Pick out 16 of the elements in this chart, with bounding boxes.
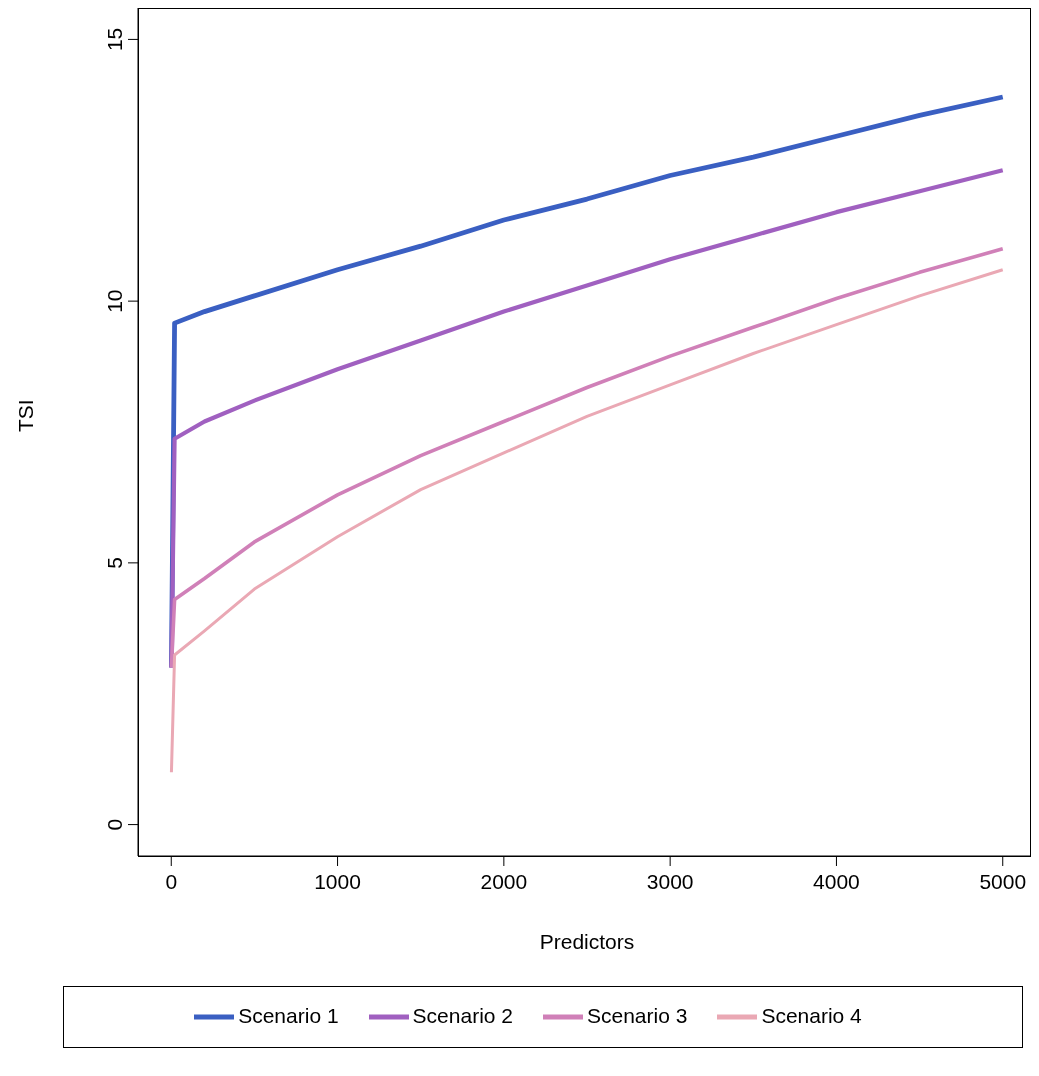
x-tick-label: 0 [165, 869, 178, 893]
y-tick-label: 15 [103, 27, 126, 52]
y-tick-label: 0 [103, 818, 126, 831]
x-tick-label: 4000 [813, 869, 860, 893]
x-tick-label: 5000 [979, 869, 1027, 893]
x-tick-label: 2000 [480, 869, 528, 893]
legend-label: Scenario 3 [587, 1003, 688, 1027]
y-tick-label: 5 [103, 557, 126, 569]
x-axis-title: Predictors [539, 929, 635, 953]
legend-label: Scenario 4 [761, 1003, 862, 1027]
x-tick-label: 1000 [314, 869, 361, 893]
y-tick-label: 10 [103, 289, 126, 313]
x-tick-label: 3000 [646, 869, 694, 893]
y-axis-title: TSI [14, 399, 38, 432]
legend-label: Scenario 2 [412, 1003, 513, 1027]
legend-label: Scenario 1 [238, 1003, 339, 1027]
